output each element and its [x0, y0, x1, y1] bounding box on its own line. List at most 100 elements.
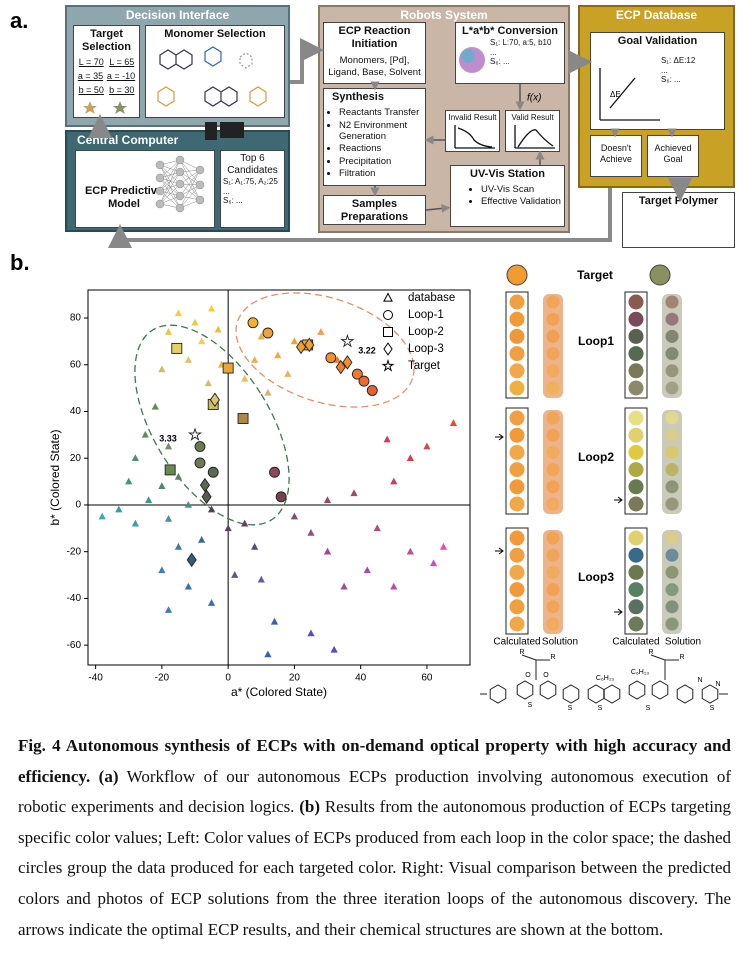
solution-drop [665, 364, 679, 378]
point [184, 582, 192, 590]
atom-label: C₆H₁₃ [596, 675, 614, 682]
ring [489, 684, 507, 704]
point [164, 442, 173, 450]
legend-marker [383, 342, 393, 356]
calculated-swatch [628, 616, 644, 632]
box-title: Achieved Goal [654, 143, 692, 164]
solution-photo [662, 294, 682, 398]
step: Effective Validation [481, 196, 562, 207]
point [164, 464, 176, 476]
calculated-swatch [509, 496, 525, 512]
target-polymer: Target Polymer [622, 192, 735, 248]
solution-drop [665, 497, 679, 511]
point [184, 500, 192, 508]
legend-label: database [408, 292, 455, 304]
point [307, 528, 315, 536]
point [429, 559, 438, 567]
calculated-swatch [628, 547, 644, 563]
swatch-column [505, 527, 529, 635]
calculated-swatch [509, 582, 525, 598]
target-row: b = 50 b = 30 [76, 85, 137, 96]
solution-drop [546, 411, 560, 425]
target-selection: Target Selection L = 70 L = 65 a = 35 a = -… [73, 25, 140, 118]
target-swatch [649, 264, 671, 286]
atom-label: N [697, 677, 702, 684]
point [174, 543, 183, 550]
point [304, 337, 315, 353]
atom-label: C₆H₁₃ [631, 669, 649, 676]
atom-label: O [543, 672, 549, 679]
solution-drop [665, 295, 679, 309]
calculated-swatch [628, 311, 644, 327]
solution-drop [546, 347, 560, 361]
point [247, 317, 259, 329]
ring [562, 684, 580, 704]
target-value: a = -10 [106, 71, 136, 82]
calculated-swatch [628, 427, 644, 443]
atom-label: O [525, 672, 531, 679]
calculated-swatch [628, 530, 644, 546]
point [333, 356, 342, 363]
predictive-model: ECP Predictive Model [75, 150, 215, 228]
calculated-swatch [628, 328, 644, 344]
calculated-swatch [628, 582, 644, 598]
x-tick-label: 20 [289, 673, 301, 684]
calculated-swatch [628, 496, 644, 512]
solution-drop [546, 312, 560, 326]
ring [587, 684, 605, 704]
caption-label: (b) [299, 797, 321, 817]
point [358, 375, 370, 387]
caption-title: Fig. 4 Autonomous synthesis of ECPs with… [18, 736, 731, 786]
point [199, 477, 210, 493]
point [164, 606, 173, 613]
point [204, 379, 212, 387]
point [390, 477, 398, 485]
bond [480, 654, 728, 695]
atom-label: S [646, 705, 651, 712]
point [224, 524, 232, 532]
row: ... [490, 47, 497, 57]
caption-text: Results from the autonomous production o… [18, 797, 732, 939]
scatter-plot: -40 -20 0 20 40 60 -60 -40 -20 0 20 40 60 80 a* (Color… [48, 289, 471, 699]
point [406, 547, 414, 555]
loop-label: Loop2 [578, 450, 614, 464]
target-swatch [506, 264, 528, 286]
point [207, 399, 219, 410]
calculated-swatch [628, 380, 644, 396]
loop-label: Loop1 [578, 334, 614, 348]
box-title: Top 6 Candidates [227, 153, 278, 176]
atom-label: R [679, 654, 684, 661]
box-title: Target Polymer [638, 195, 719, 207]
target-rows: L = 70 L = 65 a = 35 a = -10 b = 50 b = 30 [76, 57, 137, 95]
atom-label: R [648, 649, 653, 656]
panel-label: a. [10, 8, 29, 33]
point [207, 505, 216, 513]
point [340, 333, 355, 348]
point [207, 304, 216, 312]
point [262, 327, 274, 339]
calculated-swatch [509, 479, 525, 495]
column-label: Solution [665, 637, 701, 648]
y-tick-label: 80 [70, 313, 82, 324]
y-tick-label: -20 [67, 546, 82, 557]
caption-label: (a) [98, 766, 119, 786]
point [290, 337, 299, 345]
optimal-arrow [495, 433, 504, 441]
y-tick-label: 40 [70, 406, 82, 417]
point [201, 489, 212, 505]
point [158, 482, 166, 490]
solution-drop [546, 600, 560, 614]
point [269, 466, 280, 478]
point [373, 524, 381, 532]
swatch-column [624, 291, 648, 399]
reaction-initiation: ECP Reaction Initiation Monomers, [Pd], … [323, 22, 426, 84]
solution-drop [665, 347, 679, 361]
solution-drop [546, 565, 560, 579]
solution-photo [543, 530, 563, 634]
point [423, 442, 431, 450]
ring [701, 684, 719, 704]
calculated-swatch [509, 311, 525, 327]
uvvis-station: UV-Vis Station UV-Vis ScanEffective Vali… [450, 165, 565, 227]
